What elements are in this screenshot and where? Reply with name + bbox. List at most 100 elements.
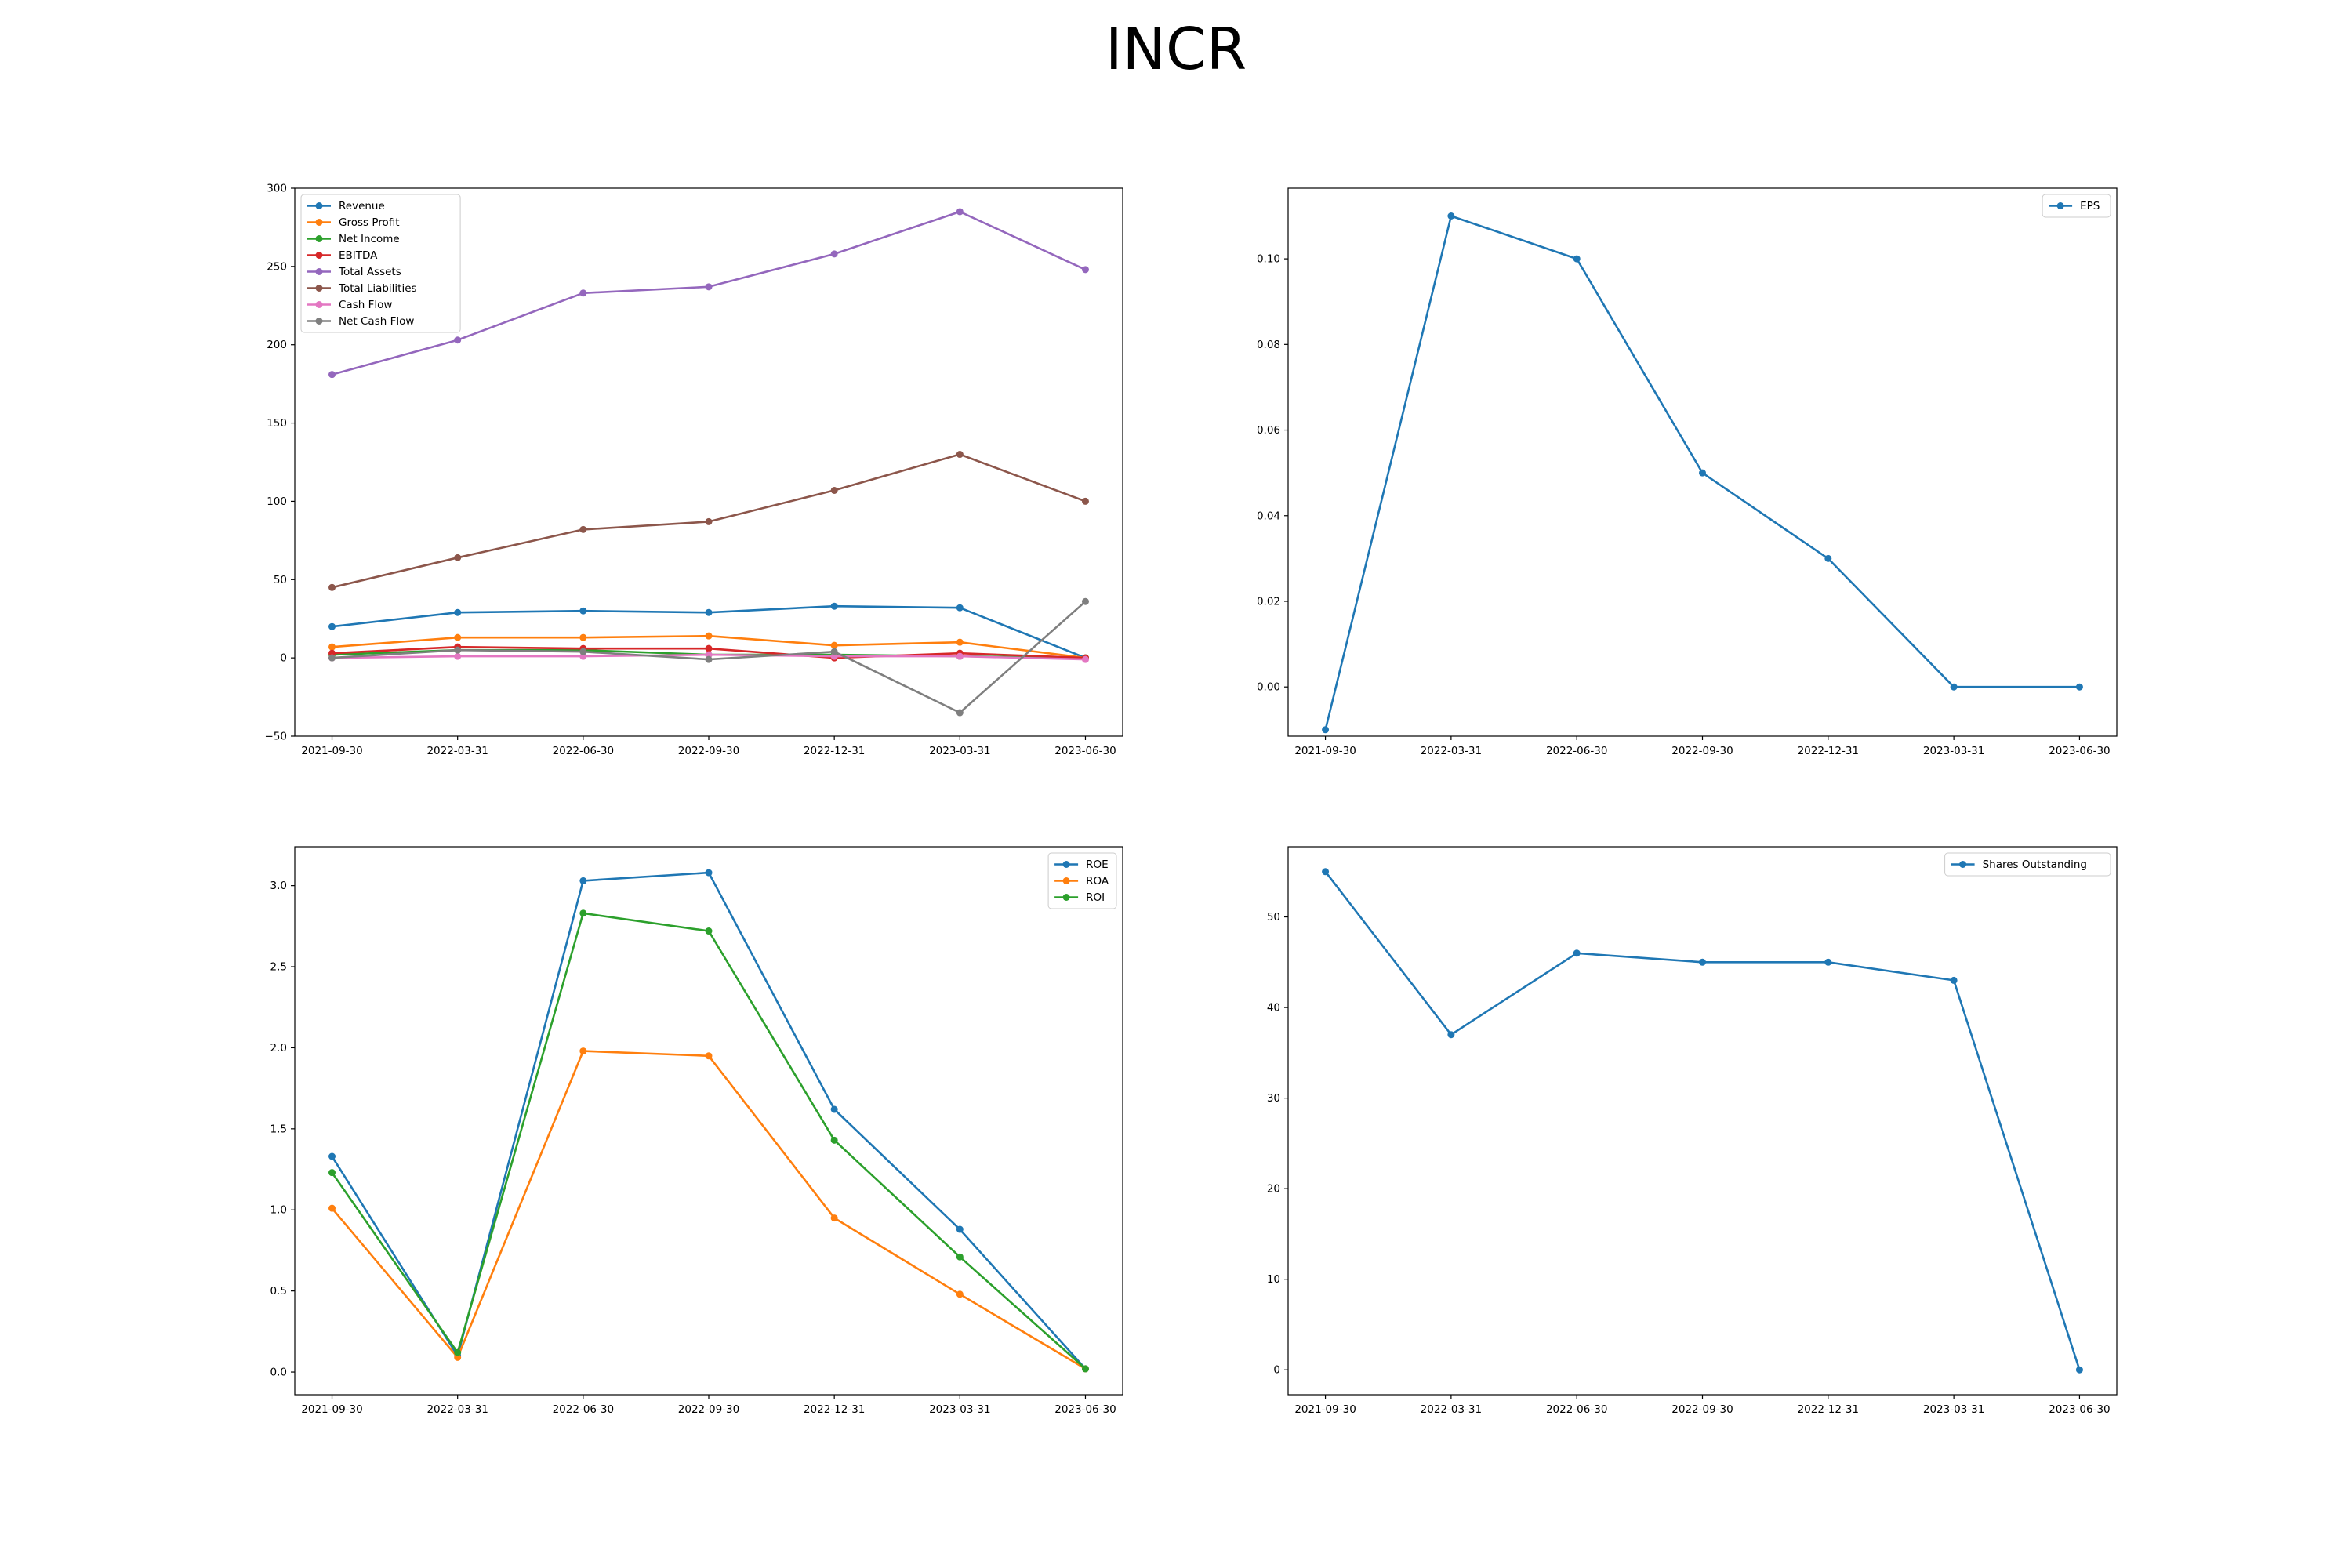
y-tick-label: −50 (265, 731, 288, 743)
data-point (705, 1052, 713, 1060)
series-roa (328, 1047, 1089, 1373)
data-point (579, 1047, 587, 1055)
chart-eps: 0.00 0.02 0.04 0.06 0.08 0.10 2021-09-30 2022-0… (1257, 187, 2118, 757)
series-eps (1322, 212, 2083, 734)
data-point (1081, 497, 1089, 505)
page-title: INCR (1105, 16, 1247, 83)
y-tick-label: 40 (1267, 1002, 1280, 1014)
legend-marker (315, 235, 323, 242)
y-tick-label: 250 (267, 260, 287, 273)
legend-item: Cash Flow (307, 299, 392, 311)
y-tick-label: 2.0 (270, 1042, 287, 1054)
data-point (956, 604, 964, 612)
x-tick-label: 2022-06-30 (1546, 745, 1607, 757)
data-point (956, 451, 964, 459)
legend-item: Net Cash Flow (307, 315, 414, 328)
data-point (705, 927, 713, 935)
data-point (705, 644, 713, 652)
data-point (579, 909, 587, 917)
data-point (1081, 1365, 1089, 1373)
y-tick-label: 0.02 (1257, 595, 1280, 608)
chart-shares: 0 10 20 30 40 50 2021-09-30 2022-03-31 2022-06-3… (1267, 846, 2118, 1416)
data-point (1081, 655, 1089, 663)
data-point (2075, 683, 2083, 691)
data-point (328, 1169, 336, 1177)
y-tick-label: 0.5 (270, 1285, 287, 1298)
y-tick-label: 0.06 (1257, 424, 1280, 437)
data-point (1322, 726, 1330, 734)
legend-label: Total Assets (338, 266, 401, 278)
series-roi (328, 909, 1089, 1373)
y-tick-label: 2.5 (270, 961, 287, 974)
data-point (705, 283, 713, 291)
data-point (830, 1214, 838, 1222)
data-point (1447, 212, 1455, 220)
y-tick-label: 150 (267, 417, 287, 430)
legend-box (1944, 852, 2111, 877)
x-tick-label: 2022-03-31 (1421, 1403, 1482, 1416)
data-point (830, 648, 838, 655)
data-point (830, 602, 838, 610)
legend-item: Revenue (307, 200, 385, 212)
legend-box (2042, 194, 2111, 218)
x-tick-label: 2023-06-30 (1054, 1403, 1116, 1416)
data-point (1322, 868, 1330, 876)
data-point (454, 1353, 462, 1361)
data-point (328, 643, 336, 651)
legend-label: Cash Flow (339, 299, 392, 311)
series-line (331, 912, 1087, 1370)
data-point (830, 1105, 838, 1113)
legend-marker (315, 252, 323, 259)
data-point (1573, 949, 1581, 957)
y-tick-label: 0.10 (1257, 253, 1280, 266)
data-point (1950, 683, 1958, 691)
legend: Revenue Gross Profit Net Income EBITDA Total… (300, 194, 461, 333)
x-tick-label: 2021-09-30 (1294, 745, 1356, 757)
data-point (1447, 1031, 1455, 1039)
x-tick-label: 2023-03-31 (929, 745, 990, 757)
data-point (579, 525, 587, 533)
data-point (1824, 554, 1832, 562)
data-point (579, 289, 587, 297)
data-point (705, 869, 713, 877)
data-point (579, 877, 587, 884)
data-point (328, 622, 336, 630)
data-point (705, 632, 713, 640)
data-point (579, 648, 587, 655)
y-tick-label: 1.5 (270, 1123, 287, 1135)
legend-label: Net Cash Flow (339, 315, 414, 328)
data-point (705, 655, 713, 663)
x-tick-label: 2021-09-30 (301, 1403, 362, 1416)
legend-marker (1959, 861, 1967, 868)
legend-label: Revenue (339, 200, 385, 212)
data-point (454, 336, 462, 344)
legend-item: ROA (1054, 875, 1109, 887)
x-tick-label: 2022-06-30 (1546, 1403, 1607, 1416)
x-tick-label: 2022-06-30 (553, 745, 614, 757)
data-point (705, 608, 713, 616)
data-point (328, 654, 336, 662)
x-tick-label: 2022-09-30 (1671, 745, 1733, 757)
legend-item: Net Income (307, 233, 400, 245)
legend-marker (315, 219, 323, 226)
legend-marker (1062, 861, 1070, 868)
series-roe (328, 869, 1089, 1373)
data-point (454, 1348, 462, 1356)
y-tick-label: 50 (274, 574, 287, 586)
x-tick-label: 2022-03-31 (1421, 745, 1482, 757)
legend-marker (1062, 894, 1070, 901)
legend: Shares Outstanding (1944, 852, 2111, 877)
data-point (579, 633, 587, 641)
x-tick-label: 2022-12-31 (1798, 1403, 1859, 1416)
data-point (956, 1253, 964, 1261)
y-tick-label: 10 (1267, 1273, 1280, 1286)
x-tick-label: 2022-09-30 (678, 1403, 739, 1416)
legend-marker (1062, 877, 1070, 884)
chart-financials: −50 0 50 100 150 200 250 300 2021-09-30 2022-03-3… (265, 183, 1123, 757)
plot-frame (1287, 187, 2118, 737)
data-point (956, 709, 964, 717)
data-point (956, 208, 964, 216)
y-tick-label: 0.0 (270, 1367, 287, 1379)
legend-label: EBITDA (339, 249, 378, 262)
